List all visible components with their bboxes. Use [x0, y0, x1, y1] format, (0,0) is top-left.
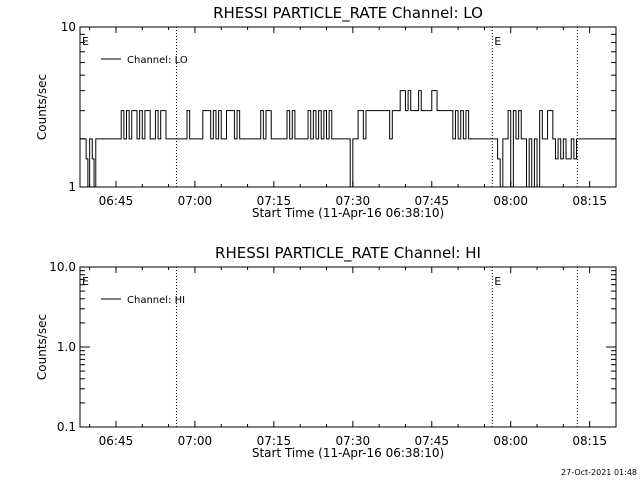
panel-2-x-axis-title: Start Time (11-Apr-16 06:38:10) — [252, 446, 444, 460]
panel-1-marker-e-2: E — [494, 35, 501, 48]
panel-1: RHESSI PARTICLE_RATE Channel: LO 06:45 07:… — [35, 4, 617, 220]
plot-panels: RHESSI PARTICLE_RATE Channel: LO 06:45 07:… — [35, 4, 617, 460]
panel-1-x-axis-title: Start Time (11-Apr-16 06:38:10) — [252, 206, 444, 220]
panel-1-x-tick-label-08-15: 08:15 — [572, 194, 607, 208]
panel-2-marker-e-2: E — [494, 275, 501, 288]
panel-1-x-tick-label-08-00: 08:00 — [493, 194, 528, 208]
panel-1-y-axis-title: Counts/sec — [35, 74, 49, 140]
panel-1-title: RHESSI PARTICLE_RATE Channel: LO — [213, 4, 483, 23]
panel-2-x-tick-label-07-30: 07:30 — [336, 434, 371, 448]
panel-1-legend-label: Channel: LO — [127, 55, 188, 66]
panel-1-frame — [79, 26, 617, 188]
panel-2-legend-label: Channel: HI — [127, 295, 185, 306]
panel-1-x-tick-label-07-15: 07:15 — [257, 194, 292, 208]
panel-1-x-tick-label-06-45: 06:45 — [99, 194, 134, 208]
panel-2-x-tick-label-06-45: 06:45 — [99, 434, 134, 448]
panel-1-marker-e-1: E — [82, 35, 89, 48]
panel-1-x-tick-label-07-30: 07:30 — [336, 194, 371, 208]
footer-timestamp: 27-Oct-2021 01:48 — [561, 468, 637, 477]
panel-2-y-axis-title: Counts/sec — [35, 314, 49, 380]
panel-2-x-tick-label-07-45: 07:45 — [414, 434, 449, 448]
panel-1-x-tick-label-07-45: 07:45 — [414, 194, 449, 208]
panel-2-x-tick-label-08-15: 08:15 — [572, 434, 607, 448]
panel-1-series-line-channel-lo — [80, 90, 616, 188]
panel-2-title: RHESSI PARTICLE_RATE Channel: HI — [215, 244, 481, 263]
panel-2-marker-e-1: E — [82, 275, 89, 288]
panel-2-y-tick-label-0-1: 0.1 — [57, 420, 76, 434]
panel-2: RHESSI PARTICLE_RATE Channel: HI 06:45 07:… — [35, 244, 617, 460]
panel-2-y-tick-label-1-0: 1.0 — [57, 340, 76, 354]
panel-2-x-tick-label-07-15: 07:15 — [257, 434, 292, 448]
panel-2-x-tick-label-07-00: 07:00 — [178, 434, 213, 448]
panel-2-x-tick-label-08-00: 08:00 — [493, 434, 528, 448]
panel-1-x-tick-label-07-00: 07:00 — [178, 194, 213, 208]
panel-1-y-tick-label-10: 10 — [61, 20, 76, 34]
panel-1-y-tick-label-1: 1 — [68, 180, 76, 194]
panel-2-y-tick-label-10-0: 10.0 — [49, 260, 76, 274]
